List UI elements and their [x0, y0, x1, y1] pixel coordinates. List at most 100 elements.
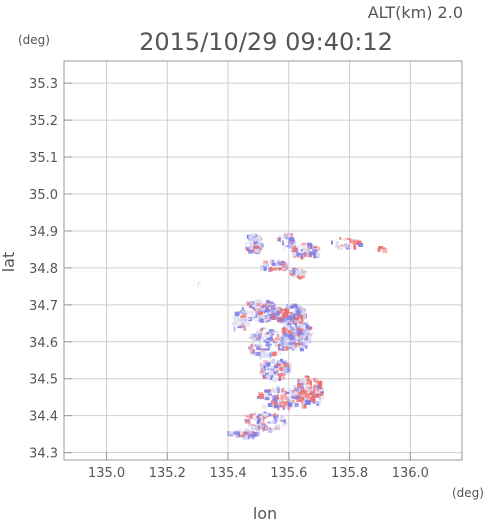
radar-cell	[264, 348, 270, 351]
radar-cells-layer	[197, 233, 388, 441]
radar-cell	[304, 397, 308, 401]
radar-cell	[264, 416, 267, 419]
radar-cell	[247, 310, 251, 315]
radar-cell	[246, 234, 249, 239]
radar-cell	[269, 332, 272, 335]
radar-cell	[294, 387, 300, 392]
radar-cell	[289, 330, 293, 333]
x-tick-label: 135.6	[270, 466, 307, 481]
radar-cell	[310, 381, 312, 385]
radar-cell	[299, 333, 305, 336]
radar-cell	[299, 318, 302, 321]
radar-cell	[280, 394, 284, 398]
radar-cell	[303, 252, 307, 258]
radar-cell	[271, 267, 276, 271]
radar-cell	[288, 244, 293, 249]
radar-cell	[246, 302, 250, 306]
radar-cell	[331, 240, 333, 245]
radar-cell	[349, 239, 352, 244]
radar-cell	[267, 377, 271, 380]
radar-cell	[275, 419, 278, 423]
radar-cell	[277, 334, 280, 337]
radar-cell	[301, 249, 304, 252]
radar-cell	[303, 333, 307, 338]
radar-cell	[295, 252, 299, 256]
radar-cell	[317, 389, 320, 392]
radar-cell	[279, 308, 285, 311]
radar-cell	[229, 431, 235, 437]
radar-cell	[266, 412, 269, 416]
radar-cell	[286, 315, 292, 321]
radar-cell	[280, 371, 285, 374]
radar-cell	[266, 390, 271, 393]
x-tick-label: 135.8	[331, 466, 368, 481]
y-tick-label: 34.3	[29, 447, 58, 462]
radar-cell	[238, 317, 244, 322]
plot-frame	[63, 60, 463, 461]
radar-cell	[264, 392, 269, 398]
radar-cell	[269, 303, 273, 306]
radar-cell	[249, 333, 252, 337]
radar-cell	[241, 307, 244, 311]
radar-cell	[344, 243, 348, 248]
radar-cell	[268, 428, 273, 433]
radar-cell	[254, 344, 257, 347]
radar-cell	[276, 370, 279, 372]
radar-cell	[296, 314, 302, 319]
radar-cell	[277, 259, 280, 262]
radar-cell	[229, 433, 233, 437]
radar-cell	[249, 336, 255, 339]
radar-cell	[252, 307, 255, 311]
radar-cell	[320, 391, 324, 396]
radar-cell	[255, 306, 259, 310]
radar-cell	[246, 323, 250, 327]
radar-cell	[247, 301, 253, 305]
radar-cell	[299, 342, 303, 345]
radar-cell	[347, 244, 350, 247]
radar-cell	[262, 427, 264, 432]
radar-cell	[282, 312, 288, 318]
radar-cell	[280, 388, 284, 393]
radar-cell	[282, 373, 286, 376]
radar-cell	[262, 337, 265, 341]
radar-cell	[267, 311, 273, 315]
radar-cell	[339, 247, 343, 251]
radar-cell	[267, 343, 272, 346]
radar-cell	[296, 270, 300, 275]
radar-cell	[307, 334, 313, 337]
radar-cell	[285, 263, 291, 268]
radar-cell	[308, 251, 314, 256]
radar-cell	[335, 244, 340, 248]
radar-cell	[241, 436, 244, 441]
radar-cell	[270, 311, 276, 315]
radar-cell	[234, 311, 239, 317]
radar-cell	[292, 270, 296, 275]
radar-cell	[291, 267, 296, 270]
radar-cell	[309, 332, 315, 335]
radar-cell	[313, 396, 316, 402]
radar-cell	[297, 252, 303, 258]
radar-cell	[251, 434, 255, 440]
radar-cell	[301, 403, 307, 409]
radar-cell	[301, 247, 307, 251]
radar-cell	[356, 240, 362, 245]
radar-cell	[261, 301, 265, 304]
radar-cell	[251, 425, 255, 431]
radar-cell	[318, 394, 322, 396]
radar-cell	[243, 431, 247, 436]
radar-cell	[272, 303, 276, 308]
radar-cell	[351, 239, 355, 245]
radar-cell	[280, 241, 282, 245]
radar-cell	[263, 339, 268, 343]
radar-cell	[288, 330, 291, 335]
radar-cell	[313, 386, 316, 392]
radar-cell	[261, 404, 267, 409]
radar-cell	[249, 430, 252, 435]
radar-cell	[272, 303, 275, 306]
radar-cell	[256, 415, 260, 419]
radar-cell	[256, 425, 260, 428]
radar-cell	[257, 333, 262, 339]
radar-cell	[378, 246, 384, 249]
radar-cell	[315, 381, 319, 384]
radar-cell	[305, 399, 310, 405]
